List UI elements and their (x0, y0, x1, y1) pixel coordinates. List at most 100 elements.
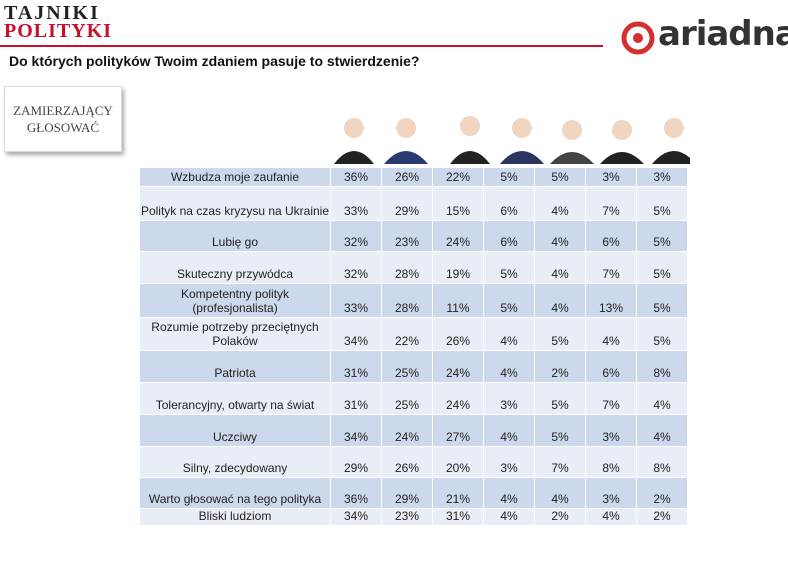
cell: 4% (534, 251, 586, 284)
cell: 13% (585, 283, 637, 318)
cell: 6% (585, 220, 637, 252)
cell: 8% (636, 446, 688, 478)
cell: 4% (636, 382, 688, 415)
cell: 4% (483, 414, 535, 447)
row: Rozumie potrzeby przeciętnych Polaków 34%… (140, 317, 688, 351)
table: Wzbudza moje zaufanie 36% 26% 22% 5% 5% 3% 3% Po… (140, 168, 688, 526)
row-label: Bliski ludziom (140, 508, 331, 526)
cell: 28% (381, 283, 433, 318)
cell: 20% (432, 446, 484, 478)
cell: 26% (381, 168, 433, 187)
brand-icon (621, 21, 655, 55)
cell: 31% (432, 508, 484, 526)
cell: 32% (330, 220, 382, 252)
cell: 8% (585, 446, 637, 478)
cell: 8% (636, 350, 688, 383)
cell: 29% (330, 446, 382, 478)
row-label: Kompetentny polityk (profesjonalista) (140, 283, 331, 318)
row-label: Uczciwy (140, 414, 331, 447)
row: Wzbudza moje zaufanie 36% 26% 22% 5% 5% 3% 3% (140, 168, 688, 187)
cell: 25% (381, 382, 433, 415)
cell: 4% (534, 220, 586, 252)
cell: 5% (534, 168, 586, 187)
cell: 4% (534, 477, 586, 509)
cell: 5% (636, 186, 688, 221)
row: Polityk na czas kryzysu na Ukrainie 33% 29… (140, 186, 688, 221)
row: Patriota 31% 25% 24% 4% 2% 6% 8% (140, 350, 688, 383)
cell: 4% (585, 508, 637, 526)
brand: ariadna (658, 14, 788, 54)
cell: 15% (432, 186, 484, 221)
cell: 5% (483, 251, 535, 284)
cell: 3% (483, 446, 535, 478)
row: Lubię go 32% 23% 24% 6% 4% 6% 5% (140, 220, 688, 252)
logo-line: POLITYKI (4, 20, 113, 42)
cell: 4% (534, 186, 586, 221)
logo-line: TAJNIKI (4, 2, 100, 24)
cell: 33% (330, 283, 382, 318)
cell: 29% (381, 186, 433, 221)
cell: 4% (483, 477, 535, 509)
row-label: Tolerancyjny, otwarty na świat (140, 382, 331, 415)
cell: 27% (432, 414, 484, 447)
row-label: Warto głosować na tego polityka (140, 477, 331, 509)
row-label: Rozumie potrzeby przeciętnych Polaków (140, 317, 331, 351)
cell: 4% (636, 414, 688, 447)
cell: 25% (381, 350, 433, 383)
question: Do których polityków Twoim zdaniem pasuj… (9, 53, 420, 69)
row-label: Patriota (140, 350, 331, 383)
cell: 29% (381, 477, 433, 509)
row: Bliski ludziom 34% 23% 31% 4% 2% 4% 2% (140, 508, 688, 526)
cell: 5% (636, 283, 688, 318)
cell: 23% (381, 220, 433, 252)
cell: 2% (534, 508, 586, 526)
cell: 24% (432, 350, 484, 383)
row: Tolerancyjny, otwarty na świat 31% 25% 24% 3… (140, 382, 688, 415)
cell: 4% (483, 508, 535, 526)
rule (0, 45, 603, 47)
cell: 7% (585, 382, 637, 415)
cell: 5% (534, 317, 586, 351)
cell: 7% (534, 446, 586, 478)
cell: 2% (636, 477, 688, 509)
cell: 21% (432, 477, 484, 509)
cell: 28% (381, 251, 433, 284)
cell: 22% (432, 168, 484, 187)
row: Silny, zdecydowany 29% 26% 20% 3% 7% 8% 8% (140, 446, 688, 478)
cell: 6% (483, 220, 535, 252)
row: Skuteczny przywódca 32% 28% 19% 5% 4% 7% 5% (140, 251, 688, 284)
cell: 5% (534, 382, 586, 415)
cell: 5% (534, 414, 586, 447)
cell: 31% (330, 350, 382, 383)
cell: 24% (432, 220, 484, 252)
cell: 24% (381, 414, 433, 447)
cell: 33% (330, 186, 382, 221)
row-label: Skuteczny przywódca (140, 251, 331, 284)
cell: 5% (636, 251, 688, 284)
cell: 3% (585, 477, 637, 509)
cell: 4% (534, 283, 586, 318)
cell: 11% (432, 283, 484, 318)
row-label: Wzbudza moje zaufanie (140, 168, 331, 187)
cell: 3% (585, 168, 637, 187)
row: Warto głosować na tego polityka 36% 29% 21%… (140, 477, 688, 509)
row: Uczciwy 34% 24% 27% 4% 5% 3% 4% (140, 414, 688, 447)
cell: 5% (483, 283, 535, 318)
row: Kompetentny polityk (profesjonalista) 33%… (140, 283, 688, 318)
cell: 2% (534, 350, 586, 383)
cell: 3% (483, 382, 535, 415)
cell: 31% (330, 382, 382, 415)
cell: 3% (636, 168, 688, 187)
row-label: Lubię go (140, 220, 331, 252)
cell: 32% (330, 251, 382, 284)
cell: 4% (483, 350, 535, 383)
cell: 6% (483, 186, 535, 221)
cell: 34% (330, 317, 382, 351)
cell: 22% (381, 317, 433, 351)
cell: 7% (585, 251, 637, 284)
segment-line: GŁOSOWAĆ (26, 120, 100, 135)
cell: 23% (381, 508, 433, 526)
cell: 36% (330, 168, 382, 187)
cell: 26% (432, 317, 484, 351)
